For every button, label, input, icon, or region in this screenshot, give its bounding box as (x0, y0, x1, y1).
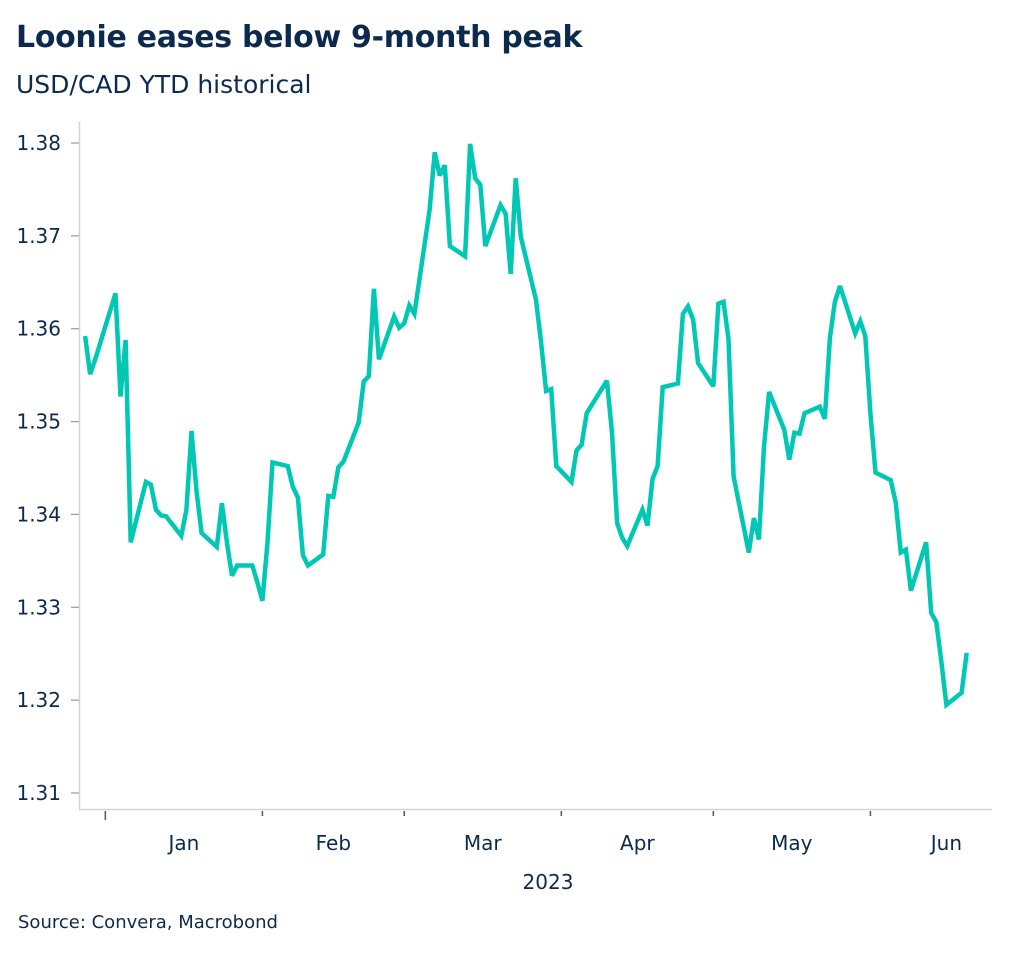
x-tick-label: Apr (620, 831, 655, 855)
series-line (82, 143, 969, 710)
y-ticks: 1.31 1.32 1.33 1.34 1.35 1.36 1.37 1.38 (16, 131, 79, 805)
x-tick-label: Jun (929, 831, 962, 855)
y-tick-label: 1.32 (16, 688, 61, 712)
x-ticks: Jan Feb Mar Apr May Jun (104, 811, 962, 855)
y-tick-label: 1.33 (16, 595, 61, 619)
y-tick-label: 1.37 (16, 224, 61, 248)
y-tick-label: 1.38 (16, 131, 61, 155)
x-tick-label: Jan (166, 831, 199, 855)
series (82, 143, 969, 710)
chart-subtitle: USD/CAD YTD historical (16, 70, 312, 99)
x-tick-label: Feb (316, 831, 351, 855)
y-tick-label: 1.36 (16, 317, 61, 341)
y-tick-label: 1.35 (16, 410, 61, 434)
x-tick-label: Mar (464, 831, 503, 855)
y-tick-label: 1.31 (16, 781, 61, 805)
x-axis-label: 2023 (523, 870, 574, 894)
chart-title: Loonie eases below 9-month peak (16, 20, 583, 55)
axes (78, 122, 992, 811)
x-tick-label: May (771, 831, 813, 855)
y-tick-label: 1.34 (16, 502, 61, 526)
source-note: Source: Convera, Macrobond (18, 912, 278, 933)
